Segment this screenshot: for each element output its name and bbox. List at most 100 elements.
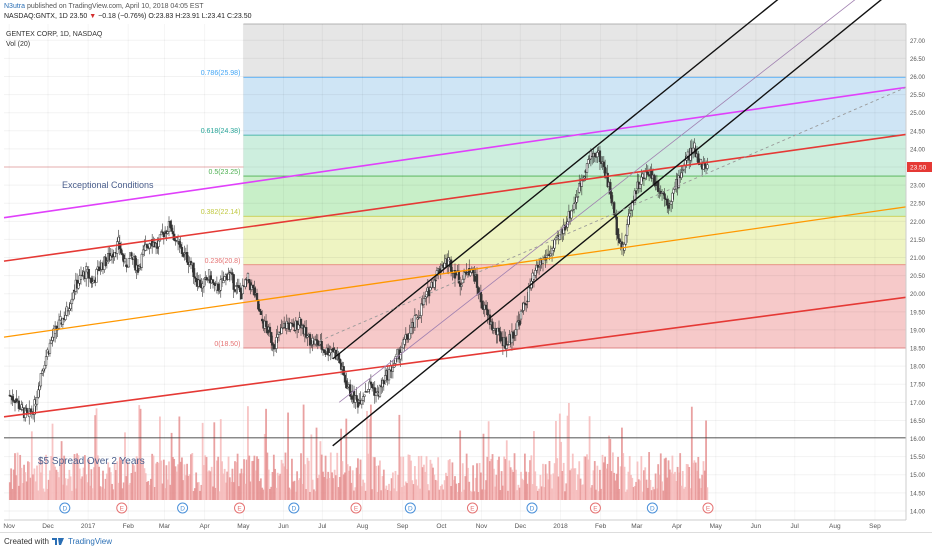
volume-bar: [263, 433, 266, 500]
volume-bar: [93, 467, 95, 500]
candle-body: [275, 337, 278, 349]
volume-bar: [71, 490, 73, 500]
volume-bar: [94, 415, 97, 500]
created-with-text: Created with: [4, 537, 49, 546]
candle-body: [628, 212, 631, 217]
event-marker[interactable]: [288, 502, 300, 514]
volume-bar: [33, 468, 36, 500]
price-axis[interactable]: 14.00 14.50 15.00 15.50 16.00 16.50 17.00 17.50…: [905, 0, 932, 532]
volume-bar: [468, 481, 471, 500]
volume-bar: [243, 459, 245, 500]
price-tick-label: 22.00: [910, 220, 926, 226]
volume-bar: [564, 491, 566, 500]
volume-bar: [684, 486, 687, 500]
volume-bar: [698, 478, 701, 500]
volume-bar: [434, 479, 437, 500]
price-tick-label: 18.50: [910, 347, 926, 353]
trendline[interactable]: [3, 206, 907, 338]
trendline[interactable]: [338, 0, 863, 403]
price-chart[interactable]: 0(18.50) 0.236(20.8) 0.382(22.14) 0.5(23.25…: [0, 0, 932, 532]
candle-body: [570, 210, 573, 219]
volume-bar: [503, 456, 506, 500]
candle-body: [671, 192, 674, 202]
event-marker[interactable]: [589, 502, 601, 514]
event-marker[interactable]: [234, 502, 246, 514]
volume-bar: [60, 441, 63, 500]
candle-body: [447, 257, 450, 267]
candle-body: [361, 396, 365, 401]
volume-bar: [476, 463, 478, 500]
volume-bar: [455, 483, 458, 500]
event-marker[interactable]: [526, 502, 538, 514]
volume-bar: [214, 487, 217, 500]
volume-bar: [530, 455, 533, 500]
event-marker[interactable]: [59, 502, 71, 514]
candle-body: [588, 158, 591, 160]
tradingview-brand[interactable]: TradingView: [68, 537, 113, 546]
down-arrow-icon: ▼: [89, 13, 97, 20]
volume-bar: [641, 491, 644, 500]
volume-bar: [456, 491, 459, 500]
volume-bar: [250, 461, 253, 500]
time-axis[interactable]: Nov Dec 2017 Feb Mar Apr May Jun Jul Aug Sep Oct Nov…: [3, 519, 906, 530]
volume-bar: [438, 489, 441, 500]
volume-bar: [331, 472, 333, 500]
candle-body: [376, 391, 379, 393]
volume-bar: [329, 452, 332, 500]
volume-bar: [100, 487, 103, 500]
event-marker[interactable]: [350, 502, 362, 514]
volume-bar: [560, 441, 563, 500]
trendline[interactable]: [332, 0, 889, 447]
trendline[interactable]: [3, 296, 907, 418]
volume-bar: [291, 458, 293, 500]
trendline[interactable]: [3, 133, 907, 262]
volume-bar: [509, 467, 512, 500]
event-marker[interactable]: [646, 502, 658, 514]
event-marker[interactable]: [116, 502, 128, 514]
volume-bar: [215, 460, 218, 500]
event-marker[interactable]: [404, 502, 416, 514]
candle-body: [179, 244, 182, 248]
candle-body: [666, 198, 669, 206]
volume-bar: [446, 476, 449, 500]
candle-body: [669, 201, 673, 205]
volume-bar: [665, 457, 667, 500]
volume-bar: [236, 453, 239, 500]
price-tick-label: 26.00: [910, 75, 926, 81]
event-marker[interactable]: [466, 502, 478, 514]
volume-bar: [17, 485, 20, 500]
volume-bar: [703, 470, 706, 500]
volume-bar: [210, 466, 213, 500]
volume-bar: [482, 433, 485, 500]
time-tick-label: Dec: [42, 523, 54, 530]
dotted-trendline[interactable]: [319, 86, 907, 342]
volume-bar: [505, 440, 508, 500]
volume-bar: [584, 456, 587, 500]
candle-body: [219, 279, 222, 291]
trendline[interactable]: [332, 0, 786, 360]
volume-bar: [403, 485, 406, 500]
candle-body: [24, 407, 27, 418]
volume-bar: [249, 481, 252, 500]
candle-body: [178, 241, 181, 245]
candle-body: [198, 279, 202, 287]
candle-body: [323, 349, 326, 353]
trendline[interactable]: [3, 86, 907, 219]
author-link[interactable]: N3utra: [4, 3, 26, 10]
candle-body: [77, 283, 80, 289]
event-marker[interactable]: [702, 502, 714, 514]
candle-body: [240, 291, 243, 300]
footer-bar: Created with TradingView: [0, 532, 932, 551]
volume-bar: [232, 482, 235, 500]
trendlines: [3, 0, 907, 447]
volume-bar: [675, 480, 678, 500]
volume-bar: [655, 488, 658, 500]
event-marker[interactable]: [177, 502, 189, 514]
volume-bar: [611, 452, 614, 500]
candle-body: [66, 310, 70, 313]
price-tick-label: 17.50: [910, 383, 926, 389]
volume-bar: [171, 457, 174, 500]
volume-bar: [196, 482, 199, 500]
candle-body: [602, 161, 605, 168]
volume-bar: [457, 482, 460, 500]
